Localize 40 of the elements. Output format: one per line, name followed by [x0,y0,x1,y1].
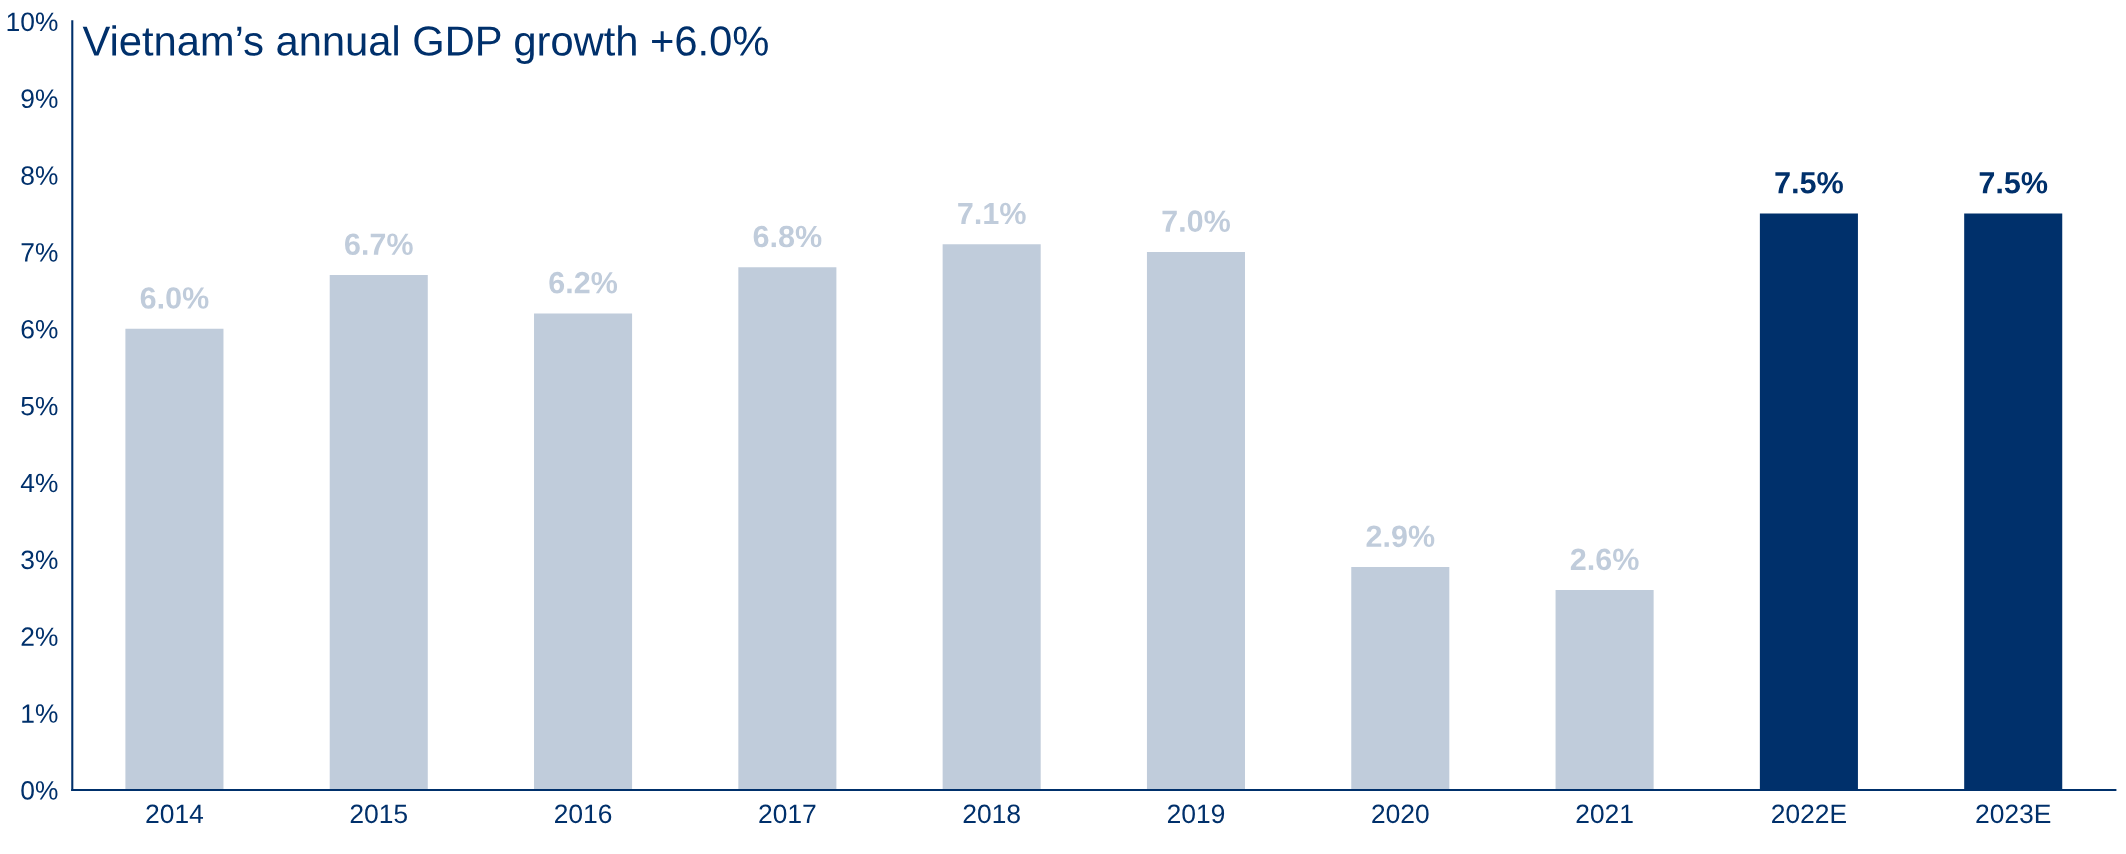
data-label: 6.2% [549,271,618,294]
x-tick-label: 2021 [1576,804,1633,824]
y-tick-label: 3% [21,550,58,570]
y-tick-label: 5% [21,396,58,416]
data-label: 7.0% [1162,210,1230,232]
x-tick-label: 2014 [146,804,204,824]
bar [1555,590,1654,790]
y-tick-label: 6% [21,319,58,339]
data-label: 6.7% [345,233,413,256]
data-label: 7.5% [1979,172,2048,194]
x-tick-label: 2015 [350,804,407,824]
y-tick-label: 8% [21,166,58,185]
bar [738,267,837,790]
bar [1351,567,1450,790]
data-label: 2.9% [1366,525,1435,548]
data-label: 7.1% [958,202,1026,225]
x-tick-label: 2016 [555,804,612,824]
x-tick-label: 2023E [1976,804,2051,824]
y-tick-label: 0% [21,781,58,800]
x-tick-label: 2018 [963,804,1020,824]
x-tick-label: 2020 [1372,804,1429,824]
bar [942,244,1041,790]
y-tick-label: 9% [21,89,58,109]
x-tick-label: 2022E [1772,804,1846,824]
bar [534,313,633,790]
y-tick-label: 4% [20,473,58,493]
bar [125,328,224,790]
bar [1146,251,1246,790]
y-tick-label: 2% [21,627,58,646]
x-tick-label: 2019 [1167,804,1225,824]
x-tick-label: 2017 [759,804,816,824]
y-tick-label: 1% [22,704,58,723]
bar [329,274,428,790]
y-tick-label: 10% [7,12,58,32]
data-label: 7.5% [1775,172,1843,194]
y-tick-label: 7% [21,243,58,262]
chart-title: Vietnam’s annual GDP growth +6.0% [82,25,768,65]
data-label: 2.6% [1570,548,1639,571]
data-label: 6.8% [753,225,822,248]
data-label: 6.0% [140,287,209,309]
